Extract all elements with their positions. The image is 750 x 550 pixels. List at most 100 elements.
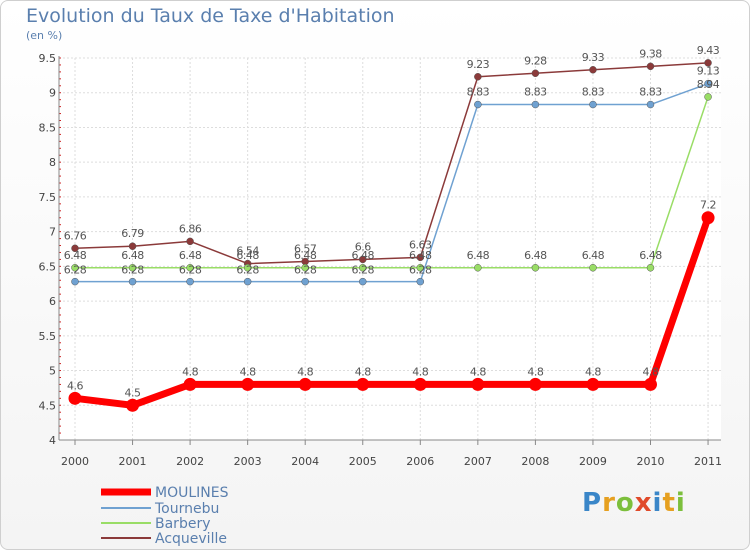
x-tick-label: 2005	[349, 455, 377, 468]
data-label: 6.48	[409, 249, 432, 262]
data-label: 6.28	[409, 264, 432, 277]
legend-label-barbery: Barbery	[155, 516, 210, 532]
data-label: 4.6	[67, 379, 83, 392]
data-label: 6.28	[236, 264, 259, 277]
data-label: 4.8	[412, 365, 428, 378]
x-tick-label: 2000	[61, 455, 89, 468]
y-tick-label: 9	[49, 87, 56, 100]
data-point	[416, 253, 425, 262]
data-label: 4.8	[182, 365, 198, 378]
data-point	[128, 264, 137, 272]
data-label: 6.48	[64, 249, 87, 262]
data-label: 8.83	[639, 86, 662, 99]
data-label: 6.48	[236, 249, 259, 262]
data-point	[589, 66, 597, 74]
data-point	[243, 264, 252, 272]
data-point	[186, 237, 194, 246]
data-point	[71, 244, 79, 253]
logo-letter: r	[602, 488, 616, 518]
y-tick-label: 9.5	[39, 52, 57, 65]
data-point	[359, 264, 367, 272]
data-point	[71, 264, 79, 272]
legend-label-tournebu: Tournebu	[154, 501, 219, 517]
x-tick-label: 2010	[637, 455, 665, 468]
data-point	[298, 377, 312, 391]
series-lines	[68, 59, 715, 412]
data-label: 4.8	[643, 365, 659, 378]
data-label: 6.48	[639, 249, 662, 262]
data-label: 7.2	[700, 199, 716, 212]
data-point	[471, 377, 485, 391]
data-point	[646, 264, 655, 272]
logo-letter: i	[675, 488, 686, 518]
x-tick-label: 2007	[464, 455, 492, 468]
x-tick-label: 2001	[119, 455, 147, 468]
y-axis-unit: (en %)	[26, 29, 63, 42]
data-point	[589, 264, 597, 272]
plot-area	[59, 58, 721, 440]
data-point	[416, 264, 425, 272]
data-label: 6.48	[352, 249, 375, 262]
data-label: 4.5	[125, 386, 141, 399]
data-point	[71, 277, 79, 286]
data-point	[186, 264, 194, 272]
data-label: 9.28	[524, 54, 547, 67]
data-label: 6.63	[409, 238, 432, 251]
data-label: 8.83	[467, 86, 490, 99]
data-label: 9.38	[639, 47, 662, 60]
data-point	[586, 377, 600, 391]
data-label: 6.48	[121, 249, 144, 262]
data-label: 9.43	[697, 44, 720, 57]
data-label: 4.8	[297, 365, 313, 378]
data-point	[644, 377, 657, 391]
data-label: 6.54	[236, 245, 259, 258]
data-label: 6.48	[294, 249, 317, 262]
data-point	[704, 59, 712, 67]
data-point	[301, 277, 309, 286]
y-tick-label: 6.5	[39, 260, 57, 273]
data-label: 6.28	[64, 264, 87, 277]
y-tick-label: 6	[49, 295, 56, 308]
data-label: 6.6	[355, 240, 371, 253]
data-label: 4.8	[527, 365, 543, 378]
data-point	[531, 100, 540, 109]
data-label: 9.13	[697, 65, 720, 78]
data-point	[474, 100, 482, 109]
series-line-tournebu	[75, 82, 709, 283]
data-point	[186, 277, 194, 286]
logo-letter: i	[652, 488, 663, 518]
y-tick-label: 7	[49, 226, 56, 239]
data-point	[359, 255, 367, 264]
data-point	[68, 391, 82, 405]
data-label: 4.8	[585, 365, 601, 378]
series-line-barbery	[75, 96, 709, 269]
y-tick-label: 5.5	[39, 330, 57, 343]
series-line-moulines	[74, 216, 712, 409]
y-tick-label: 4.5	[39, 399, 57, 412]
data-point	[183, 377, 197, 391]
logo-letter: P	[582, 488, 603, 518]
y-tick-label: 5	[49, 365, 56, 378]
data-point	[589, 100, 597, 109]
proxiti-logo: Proxiti	[582, 488, 686, 518]
data-label: 6.28	[121, 264, 144, 277]
x-tick-label: 2011	[694, 455, 722, 468]
data-labels: 4.6 4.5 4.8 4.8 4.8 4.8 4.8 4.8 4.8 4.8 4.8 7.2 6.28…	[64, 44, 721, 399]
x-tick-label: 2009	[579, 455, 607, 468]
data-point	[416, 277, 425, 286]
data-point	[243, 277, 252, 286]
x-tick-label: 2004	[291, 455, 319, 468]
data-point	[646, 62, 655, 71]
x-tick-label: 2003	[234, 455, 262, 468]
logo-letter: x	[634, 488, 653, 518]
data-label: 8.94	[697, 78, 720, 91]
data-label: 8.83	[582, 86, 605, 99]
y-tick-label: 8.5	[39, 121, 57, 134]
data-point	[301, 264, 309, 272]
data-point	[356, 377, 370, 391]
data-point	[531, 69, 540, 78]
data-point	[126, 398, 140, 412]
data-point	[704, 79, 712, 88]
